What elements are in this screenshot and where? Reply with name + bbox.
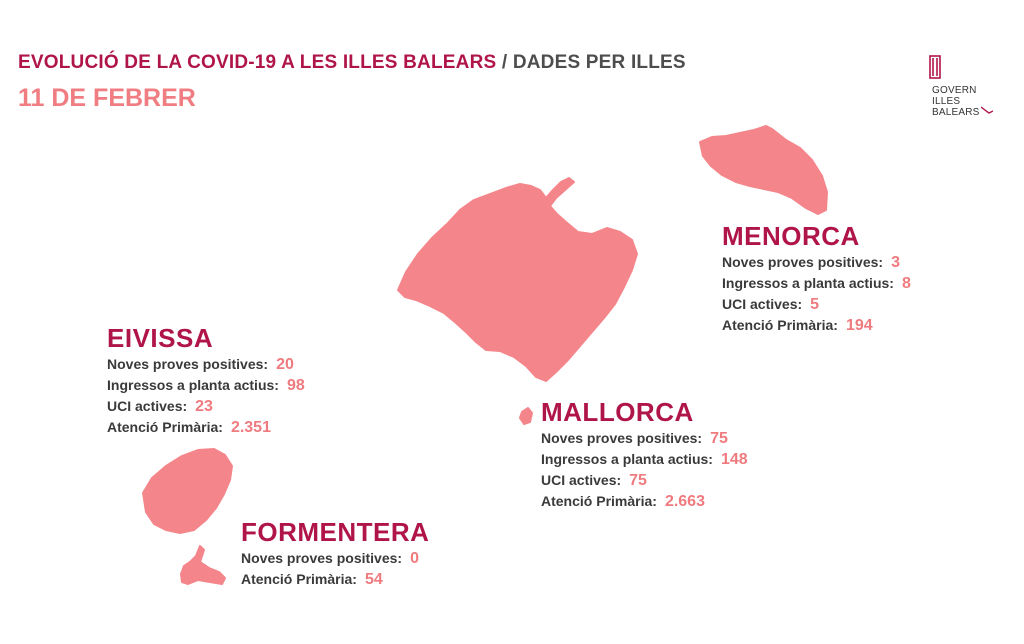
mallorca-stat-icu: UCI actives: 75: [541, 470, 748, 491]
menorca-shape: [699, 125, 828, 215]
stat-value: 98: [286, 377, 305, 394]
stat-value: 148: [720, 451, 748, 468]
island-name-menorca: MENORCA: [722, 221, 860, 251]
title-main: EVOLUCIÓ DE LA COVID-19 A LES ILLES BALE…: [18, 52, 497, 73]
formentera-panel: FORMENTERA Noves proves positives: 0 Aten…: [241, 516, 429, 590]
eivissa-shape: [142, 448, 233, 534]
formentera-shape: [180, 545, 226, 585]
stat-label: Ingressos a planta actius:: [541, 451, 713, 467]
stat-label: Atenció Primària:: [107, 419, 223, 435]
page-title: EVOLUCIÓ DE LA COVID-19 A LES ILLES BALE…: [18, 52, 686, 74]
stat-label: UCI actives:: [107, 398, 188, 414]
stat-value: 0: [410, 550, 419, 567]
island-name-formentera: FORMENTERA: [241, 517, 430, 547]
title-sub: DADES PER ILLES: [512, 52, 686, 73]
stat-value: 75: [629, 472, 647, 489]
logo-text: GOVERN ILLES BALEARS: [932, 85, 980, 118]
stat-label: UCI actives:: [722, 296, 803, 312]
report-date: 11 DE FEBRER: [18, 84, 196, 112]
mallorca-stat-primary-care: Atenció Primària: 2.663: [541, 491, 748, 512]
menorca-stat-primary-care: Atenció Primària: 194: [722, 315, 911, 336]
govern-logo: GOVERN ILLES BALEARS: [928, 55, 998, 125]
stat-label: Atenció Primària:: [241, 571, 357, 587]
stat-value: 5: [810, 296, 820, 313]
mallorca-stat-positives: Noves proves positives: 75: [541, 428, 748, 449]
menorca-stat-positives: Noves proves positives: 3: [722, 252, 911, 273]
formentera-stat-primary-care: Atenció Primària: 54: [241, 569, 429, 590]
menorca-stat-icu: UCI actives: 5: [722, 294, 911, 315]
stat-value: 54: [364, 571, 383, 588]
stat-value: 2.351: [230, 419, 271, 436]
stat-label: Atenció Primària:: [541, 493, 657, 509]
stat-label: Ingressos a planta actius:: [722, 275, 894, 291]
logo-line-1: GOVERN: [932, 85, 977, 96]
stat-label: Noves proves positives:: [241, 550, 403, 566]
stat-label: Noves proves positives:: [107, 356, 269, 372]
cabrera-shape: [519, 407, 533, 425]
stat-label: Atenció Primària:: [722, 317, 838, 333]
eivissa-stat-icu: UCI actives: 23: [107, 396, 305, 417]
menorca-stat-ward: Ingressos a planta actius: 8: [722, 273, 911, 294]
title-separator: /: [496, 52, 513, 73]
stat-value: 23: [195, 398, 213, 415]
stat-value: 194: [845, 317, 873, 334]
island-name-mallorca: MALLORCA: [541, 397, 694, 427]
eivissa-panel: EIVISSA Noves proves positives: 20 Ingres…: [107, 322, 305, 438]
stat-label: Noves proves positives:: [722, 254, 884, 270]
mallorca-shape: [397, 177, 638, 382]
logo-line-3: BALEARS: [932, 107, 980, 118]
eivissa-stat-positives: Noves proves positives: 20: [107, 354, 305, 375]
stat-label: Noves proves positives:: [541, 430, 703, 446]
logo-accent-icon: [981, 106, 993, 114]
stat-value: 8: [901, 275, 911, 292]
stat-value: 2.663: [664, 493, 705, 510]
eivissa-stat-primary-care: Atenció Primària: 2.351: [107, 417, 305, 438]
coat-of-arms-icon: [929, 55, 941, 79]
stat-value: 75: [710, 430, 728, 447]
formentera-stat-positives: Noves proves positives: 0: [241, 548, 429, 569]
mallorca-panel: MALLORCA Noves proves positives: 75 Ingre…: [541, 396, 748, 512]
mallorca-stat-ward: Ingressos a planta actius: 148: [541, 449, 748, 470]
stat-label: Ingressos a planta actius:: [107, 377, 279, 393]
eivissa-stat-ward: Ingressos a planta actius: 98: [107, 375, 305, 396]
stat-value: 3: [891, 254, 900, 271]
menorca-panel: MENORCA Noves proves positives: 3 Ingress…: [722, 220, 911, 336]
stat-value: 20: [276, 356, 294, 373]
island-name-eivissa: EIVISSA: [107, 323, 214, 353]
stat-label: UCI actives:: [541, 472, 622, 488]
logo-line-2: ILLES: [932, 96, 961, 107]
